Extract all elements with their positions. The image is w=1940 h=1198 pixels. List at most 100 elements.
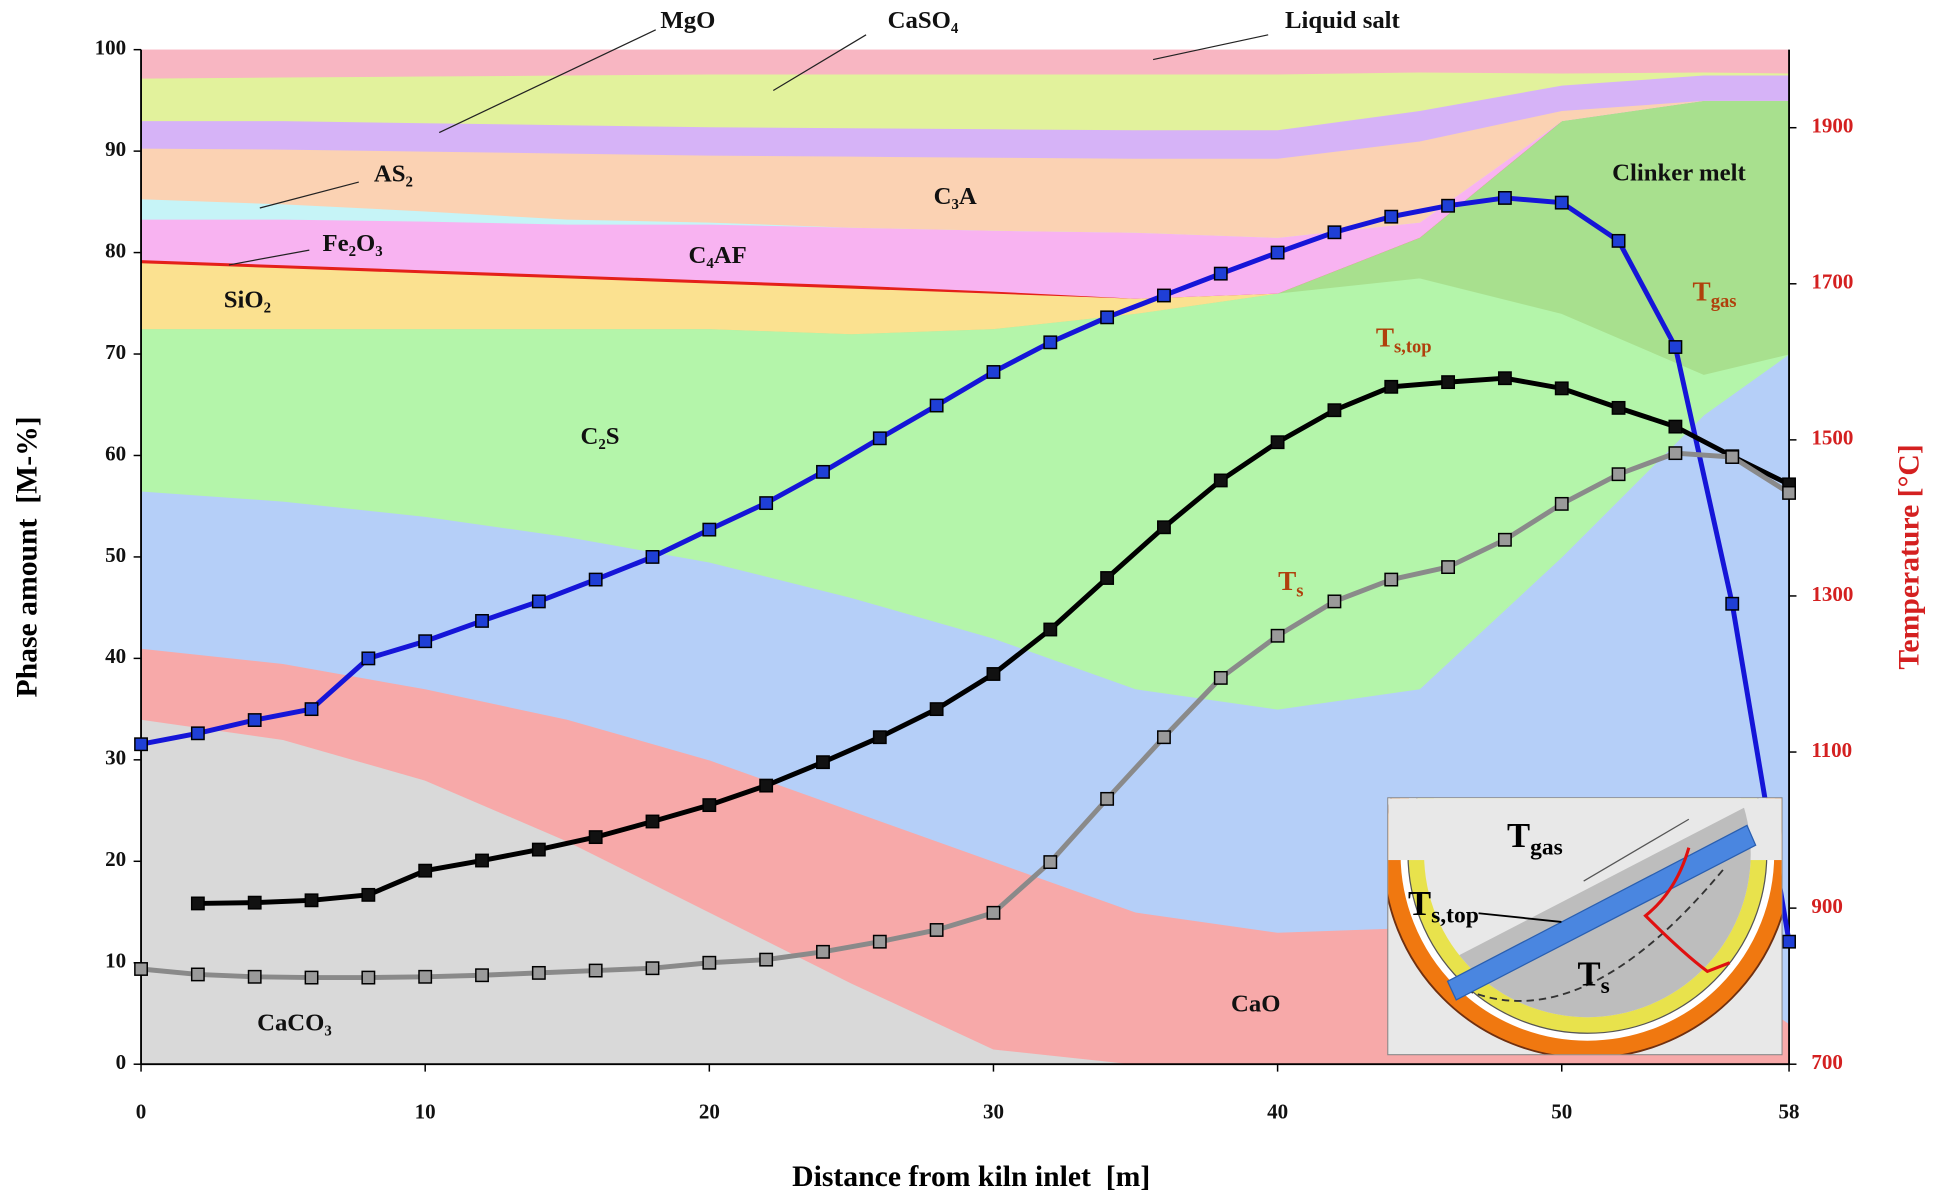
x-tick-label: 58 [1779, 1100, 1800, 1124]
marker [1612, 235, 1624, 247]
area-label: C₂S [581, 423, 620, 450]
marker [760, 497, 772, 509]
area-label: Liquid salt [1285, 7, 1401, 34]
marker [1385, 381, 1397, 393]
x-tick-label: 0 [136, 1100, 147, 1124]
marker [249, 971, 261, 983]
marker [1556, 498, 1568, 510]
marker [476, 615, 488, 627]
marker [1499, 192, 1511, 204]
marker [533, 967, 545, 979]
marker [1215, 474, 1227, 486]
marker [874, 935, 886, 947]
marker [135, 963, 147, 975]
area-label: Fe₂O₃ [323, 230, 383, 257]
chart: 01020304050607080901000102030405058Dista… [0, 0, 1940, 1198]
area-label: AS₂ [374, 161, 413, 188]
marker [419, 971, 431, 983]
line-label-base: T [1376, 323, 1394, 353]
marker [1612, 402, 1624, 414]
area-label: CaO [1231, 991, 1280, 1018]
marker [1271, 630, 1283, 642]
marker [930, 399, 942, 411]
marker [1442, 200, 1454, 212]
marker [1328, 404, 1340, 416]
x-axis-title: Distance from kiln inlet [m] [792, 1161, 1150, 1193]
marker [533, 843, 545, 855]
line-label-sub: s [1296, 581, 1303, 602]
marker [476, 854, 488, 866]
line-label-base: T [1278, 566, 1296, 596]
y-tick-label: 60 [105, 441, 126, 465]
marker [703, 799, 715, 811]
y2-tick-label: 1100 [1811, 738, 1852, 762]
marker [1442, 376, 1454, 388]
marker [646, 962, 658, 974]
y-tick-label: 90 [105, 137, 126, 161]
marker [1215, 267, 1227, 279]
marker [362, 889, 374, 901]
marker [476, 969, 488, 981]
marker [1044, 623, 1056, 635]
marker [1101, 793, 1113, 805]
inset-label-base: T [1507, 817, 1530, 855]
inset-label-base: T [1408, 885, 1431, 923]
marker [305, 971, 317, 983]
page: {"chart_data": [ {"type": "area", "stack… [0, 0, 1940, 1198]
area-label: C₄AF [688, 242, 746, 269]
marker [817, 946, 829, 958]
marker [419, 864, 431, 876]
y-tick-label: 0 [116, 1050, 127, 1074]
marker [1499, 372, 1511, 384]
y-tick-label: 20 [105, 847, 126, 871]
marker [987, 668, 999, 680]
marker [1612, 468, 1624, 480]
marker [1783, 487, 1795, 499]
marker [930, 703, 942, 715]
marker [987, 366, 999, 378]
inset-label-sub: s,top [1431, 903, 1479, 929]
area-label: C₃A [934, 183, 977, 210]
line-label-sub: s,top [1394, 337, 1432, 358]
marker [1556, 382, 1568, 394]
y-axis-title: Phase amount [M-%] [12, 416, 44, 697]
y-tick-label: 30 [105, 746, 126, 770]
marker [1726, 451, 1738, 463]
inset-label-sub: s [1601, 973, 1610, 999]
marker [1726, 598, 1738, 610]
marker [249, 896, 261, 908]
y-tick-label: 10 [105, 949, 126, 973]
area-label: Clinker melt [1612, 159, 1746, 186]
marker [135, 738, 147, 750]
marker [192, 968, 204, 980]
marker [192, 897, 204, 909]
marker [362, 971, 374, 983]
marker [760, 953, 772, 965]
y2-tick-label: 900 [1811, 894, 1843, 918]
y2-tick-label: 700 [1811, 1050, 1843, 1074]
marker [987, 907, 999, 919]
y2-tick-label: 1500 [1811, 426, 1853, 450]
marker [1158, 731, 1170, 743]
marker [1669, 447, 1681, 459]
line-label-base: T [1693, 277, 1711, 307]
marker [1158, 521, 1170, 533]
y2-tick-label: 1700 [1811, 270, 1853, 294]
marker [1499, 534, 1511, 546]
marker [646, 815, 658, 827]
y-tick-label: 50 [105, 543, 126, 567]
line-label-sub: gas [1711, 291, 1737, 312]
marker [1385, 573, 1397, 585]
y2-tick-label: 1300 [1811, 582, 1853, 606]
area-label: CaCO₃ [257, 1009, 332, 1036]
marker [1215, 672, 1227, 684]
marker [646, 551, 658, 563]
marker [930, 924, 942, 936]
marker [817, 466, 829, 478]
marker [1385, 210, 1397, 222]
inset-label-base: T [1577, 956, 1600, 994]
area-label: CaSO₄ [888, 7, 959, 34]
marker [817, 756, 829, 768]
y-tick-label: 80 [105, 238, 126, 262]
marker [305, 703, 317, 715]
